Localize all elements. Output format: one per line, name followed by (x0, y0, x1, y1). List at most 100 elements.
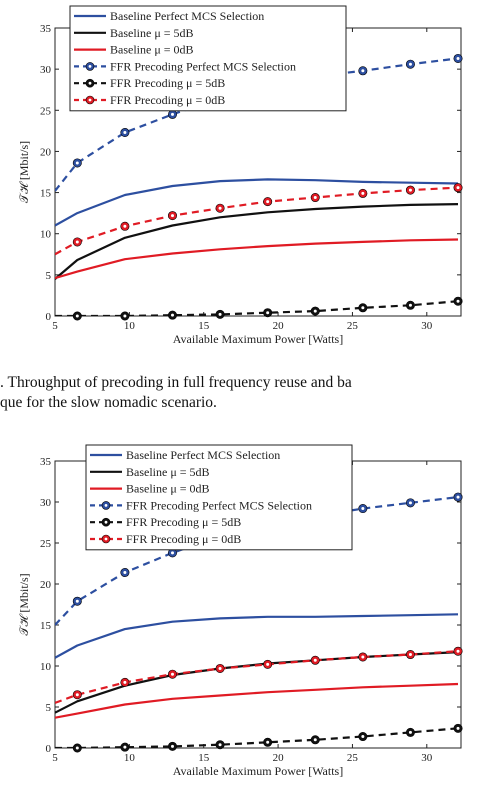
series-6-marker-center (408, 653, 412, 657)
y-tick-label: 25 (40, 105, 52, 117)
y-tick-label: 0 (46, 743, 52, 755)
series-6-marker-center (313, 196, 317, 200)
caption-line-1: . Throughput of precoding in full freque… (0, 374, 352, 391)
series-5-marker-center (266, 311, 270, 315)
legend-label-6: FFR Precoding μ = 0dB (110, 93, 225, 107)
legend-label-4: FFR Precoding Perfect MCS Selection (110, 59, 296, 73)
series-6-marker-center (408, 188, 412, 192)
series-6-marker-center (361, 655, 365, 659)
y-tick-label: 10 (40, 661, 52, 673)
series-6-marker-center (75, 240, 79, 244)
series-6-marker-center (75, 693, 79, 697)
series-4-marker-center (170, 551, 174, 555)
legend-box (69, 5, 347, 112)
legend-label-5: FFR Precoding μ = 5dB (126, 515, 241, 529)
series-line-6 (55, 650, 459, 704)
series-5-marker-center (123, 745, 127, 749)
x-tick-label: 25 (347, 320, 359, 332)
legend-label-1: Baseline Perfect MCS Selection (110, 9, 264, 23)
y-tick-label: 5 (46, 702, 52, 714)
series-5-marker-center (75, 746, 79, 750)
series-6-marker-center (456, 649, 460, 653)
caption-line-2: que for the slow nomadic scenario. (0, 394, 217, 411)
legend-label-6: FFR Precoding μ = 0dB (126, 532, 241, 546)
legend-marker-center-6 (88, 98, 92, 102)
legend-marker-center-5 (104, 520, 108, 524)
series-6-marker-center (456, 186, 460, 190)
series-6-marker-center (218, 666, 222, 670)
series-4-marker-center (123, 571, 127, 575)
series-5-marker-center (123, 314, 127, 318)
series-6-marker-center (361, 191, 365, 195)
series-line-3 (55, 238, 459, 280)
series-5-marker-center (408, 730, 412, 734)
series-4-marker-center (408, 62, 412, 66)
legend-marker-center-5 (88, 81, 92, 85)
series-5-marker-center (408, 303, 412, 307)
legend-label-3: Baseline μ = 0dB (126, 482, 210, 496)
series-5-marker-center (218, 312, 222, 316)
series-5-marker-center (361, 306, 365, 310)
y-tick-label: 20 (40, 146, 52, 158)
series-line-5 (55, 300, 459, 316)
x-tick-label: 20 (273, 752, 285, 764)
legend-label-2: Baseline μ = 5dB (126, 465, 210, 479)
legend-label-2: Baseline μ = 5dB (110, 26, 194, 40)
series-5-marker-center (170, 744, 174, 748)
series-line-2 (55, 651, 459, 714)
x-tick-label: 30 (421, 752, 433, 764)
legend-label-4: FFR Precoding Perfect MCS Selection (126, 498, 312, 512)
series-4-marker-center (361, 507, 365, 511)
y-tick-label: 30 (40, 64, 52, 76)
x-tick-label: 20 (273, 320, 285, 332)
series-line-5 (55, 727, 459, 748)
series-5-marker-center (456, 299, 460, 303)
series-6-marker-center (266, 662, 270, 666)
x-tick-label: 5 (52, 752, 58, 764)
series-5-marker-center (313, 738, 317, 742)
series-4-marker-center (456, 495, 460, 499)
series-line-3 (55, 682, 459, 719)
y-tick-label: 15 (40, 188, 52, 200)
x-tick-label: 15 (198, 752, 210, 764)
series-group (55, 496, 459, 748)
series-5-marker-center (266, 740, 270, 744)
y-tick-label: 25 (40, 538, 52, 550)
legend-label-1: Baseline Perfect MCS Selection (126, 448, 280, 462)
series-6-marker-center (266, 200, 270, 204)
x-tick-label: 10 (124, 752, 136, 764)
series-5-marker-center (313, 309, 317, 313)
series-line-4 (55, 496, 459, 626)
legend-box (85, 444, 353, 551)
series-4-marker-center (75, 599, 79, 603)
series-6-marker-center (170, 672, 174, 676)
y-tick-label: 20 (40, 579, 52, 591)
legend-marker-center-4 (104, 504, 108, 507)
series-4-marker-center (123, 131, 127, 135)
x-tick-label: 25 (347, 752, 359, 764)
series-line-1 (55, 613, 459, 659)
series-line-1 (55, 178, 459, 227)
series-4-marker-center (361, 69, 365, 73)
series-5-marker-center (75, 314, 79, 318)
series-4-marker-center (408, 501, 412, 505)
series-6-marker-center (123, 680, 127, 684)
series-6-marker-center (218, 206, 222, 210)
series-5-marker-center (456, 726, 460, 730)
series-4-marker-center (456, 56, 460, 60)
legend-marker-center-6 (104, 537, 108, 541)
y-axis-label: 𝒯ℋ [Mbit/s] (17, 573, 31, 635)
y-tick-label: 35 (40, 456, 52, 468)
x-tick-label: 5 (52, 320, 58, 332)
y-tick-label: 10 (40, 229, 52, 241)
series-5-marker-center (218, 743, 222, 747)
y-tick-label: 5 (46, 270, 52, 282)
series-line-6 (55, 186, 459, 256)
series-6-marker-center (123, 224, 127, 228)
y-axis-label: 𝒯ℋ [Mbit/s] (17, 141, 31, 203)
legend-label-3: Baseline μ = 0dB (110, 43, 194, 57)
series-4-marker-center (75, 161, 79, 165)
y-tick-label: 0 (46, 311, 52, 323)
